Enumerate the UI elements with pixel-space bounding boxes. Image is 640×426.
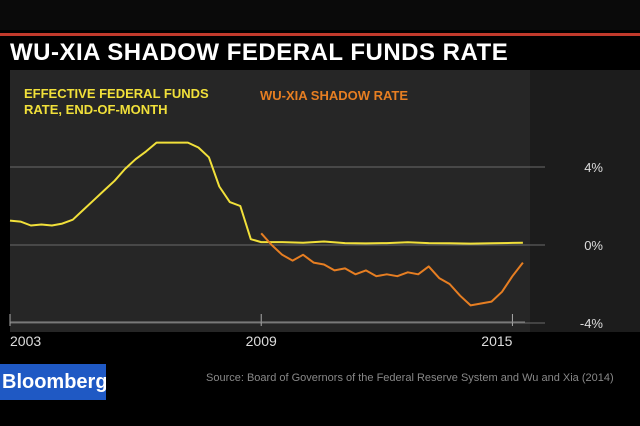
x-tick-label: 2009	[246, 333, 277, 349]
effective-rate-line	[9, 141, 523, 245]
y-tick-label: -4%	[580, 316, 604, 331]
x-tick-label: 2015	[481, 333, 512, 349]
y-tick-label: 0%	[584, 238, 603, 253]
plot-area	[10, 70, 530, 332]
axis-panel	[530, 70, 640, 332]
top-bar	[0, 0, 640, 30]
legend-shadow-rate: WU-XIA SHADOW RATE	[260, 88, 409, 103]
y-tick-label: 4%	[584, 160, 603, 175]
shadow-rate-line	[260, 232, 524, 307]
accent-stripe	[0, 33, 640, 36]
source-note: Source: Board of Governors of the Federa…	[206, 372, 614, 384]
bloomberg-logo: Bloomberg	[0, 364, 106, 400]
chart-title: WU-XIA SHADOW FEDERAL FUNDS RATE	[10, 39, 509, 66]
legend-effective-rate: EFFECTIVE FEDERAL FUNDS RATE, END-OF-MON…	[24, 86, 209, 117]
x-tick-label: 2003	[10, 333, 41, 349]
